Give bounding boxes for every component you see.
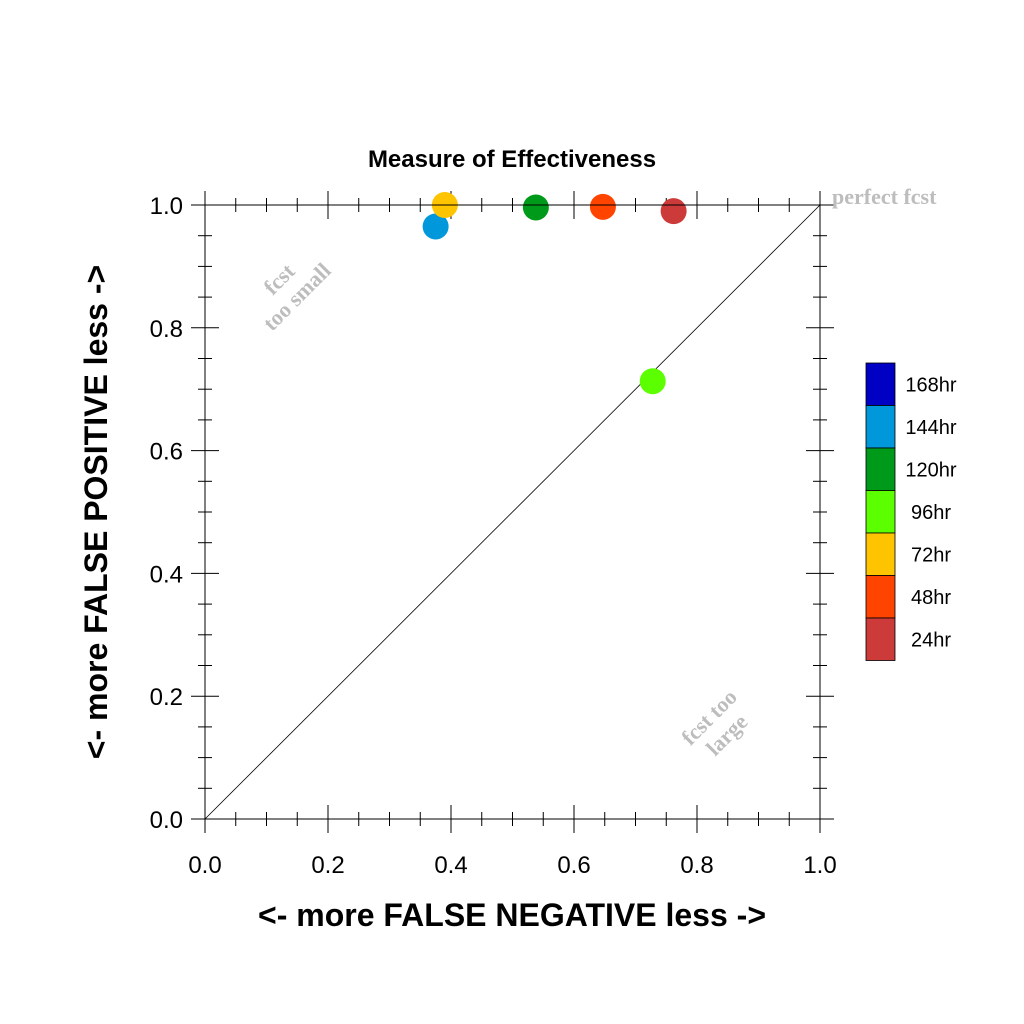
x-axis-label: <- more FALSE NEGATIVE less -> — [258, 897, 766, 933]
legend-swatch-72hr — [865, 532, 896, 576]
legend-swatch-168hr — [865, 362, 896, 406]
plot-area: 0.0 0.2 0.4 0.6 0.8 1.0 0.0 0.2 0.4 0.6 0.8 1.0 — [150, 191, 837, 879]
x-tick-label: 1.0 — [803, 852, 836, 879]
axis-ticks: 0.0 0.2 0.4 0.6 0.8 1.0 0.0 0.2 0.4 0.6 0.8 1.0 — [150, 191, 837, 879]
perfect-forecast-note: perfect fcst — [832, 184, 937, 209]
chart-title: Measure of Effectiveness — [368, 146, 656, 173]
data-point-48hr — [589, 193, 616, 220]
legend-label-48hr: 48hr — [911, 587, 951, 609]
x-tick-label: 0.4 — [434, 852, 467, 879]
legend-label-24hr: 24hr — [911, 629, 951, 651]
x-tick-label: 0.0 — [188, 852, 221, 879]
legend-swatch-96hr — [865, 490, 896, 534]
data-point-120hr — [522, 194, 549, 221]
legend-label-72hr: 72hr — [911, 544, 951, 566]
x-tick-label: 0.2 — [311, 852, 344, 879]
data-point-24hr — [660, 198, 687, 225]
legend: 168hr 144hr 120hr 96hr 72hr 48hr 24hr — [865, 362, 957, 661]
y-tick-label: 0.2 — [150, 684, 183, 711]
legend-swatch-144hr — [865, 405, 896, 449]
legend-label-144hr: 144hr — [905, 417, 956, 439]
data-point-96hr — [639, 368, 666, 395]
legend-swatch-24hr — [865, 617, 896, 661]
y-tick-label: 0.4 — [150, 561, 183, 588]
legend-label-96hr: 96hr — [911, 502, 951, 524]
plot-frame — [204, 204, 821, 820]
y-axis-label: <- more FALSE POSITIVE less -> — [78, 265, 114, 759]
legend-label-168hr: 168hr — [905, 374, 956, 396]
y-tick-label: 0.6 — [150, 439, 183, 466]
too-small-note: fcst too small — [258, 258, 336, 336]
legend-swatch-120hr — [865, 447, 896, 491]
too-large-note: fcst too large — [676, 684, 752, 760]
y-tick-label: 1.0 — [150, 193, 183, 220]
data-point-144hr — [422, 213, 449, 240]
diagonal-reference-line — [204, 204, 821, 820]
y-tick-label: 0.8 — [150, 316, 183, 343]
y-tick-label: 0.0 — [150, 807, 183, 834]
legend-label-120hr: 120hr — [905, 459, 956, 481]
x-tick-label: 0.6 — [557, 852, 590, 879]
x-tick-label: 0.8 — [680, 852, 713, 879]
legend-swatch-48hr — [865, 575, 896, 619]
